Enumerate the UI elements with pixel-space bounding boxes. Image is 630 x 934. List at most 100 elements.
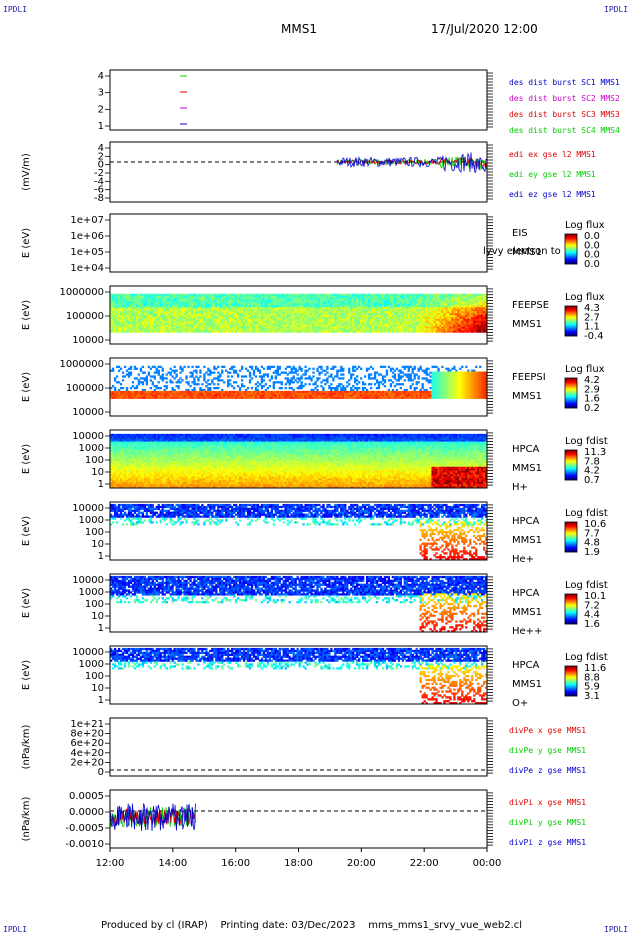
heatmap-cell <box>189 316 192 320</box>
heatmap-cell <box>183 390 186 394</box>
heatmap-cell <box>201 307 204 310</box>
heatmap-cell <box>437 316 440 320</box>
heatmap-cell <box>276 293 279 296</box>
heatmap-cell <box>350 313 353 316</box>
heatmap-cell <box>449 303 452 306</box>
heatmap-cell <box>363 318 367 322</box>
heatmap-cell <box>459 326 462 329</box>
heatmap-cell <box>449 299 452 302</box>
heatmap-cell <box>336 330 339 333</box>
heatmap-cell <box>181 313 184 316</box>
y-tick-label: 0 <box>98 160 104 171</box>
heatmap-cell <box>383 322 387 325</box>
heatmap-cell <box>262 311 266 314</box>
heatmap-cell <box>207 295 210 298</box>
heatmap-cell <box>377 299 381 302</box>
heatmap-cell <box>143 313 147 316</box>
heatmap-cell <box>111 305 115 308</box>
heatmap-cell <box>179 309 182 312</box>
heatmap-cell <box>191 307 194 310</box>
heatmap-cell <box>179 371 182 374</box>
heatmap-cell <box>272 330 275 333</box>
heatmap-cell <box>155 322 158 325</box>
heatmap-cell <box>399 303 402 306</box>
heatmap-cell <box>195 303 198 306</box>
heatmap-cell <box>352 299 355 302</box>
heatmap-cell <box>217 392 220 396</box>
heatmap-cell <box>233 326 236 329</box>
heatmap-cell <box>294 309 297 312</box>
heatmap-cell <box>179 390 182 394</box>
heatmap-cell <box>256 309 260 312</box>
heatmap-cell <box>411 303 414 306</box>
heatmap-cell <box>322 315 325 318</box>
heatmap-cell <box>421 328 424 331</box>
heatmap-cell <box>137 309 141 312</box>
heatmap-cell <box>149 322 152 325</box>
heatmap-cell <box>155 371 158 374</box>
heatmap-cell <box>153 394 156 397</box>
heatmap-cell <box>334 375 337 378</box>
heatmap-cell <box>121 293 125 296</box>
heatmap-cell <box>328 299 331 302</box>
heatmap-cell <box>340 316 343 320</box>
heatmap-cell <box>284 303 287 306</box>
heatmap-cell <box>195 369 198 372</box>
heatmap-cell <box>409 301 412 304</box>
heatmap-cell <box>356 297 359 300</box>
heatmap-cell <box>270 301 274 304</box>
heatmap-cell <box>344 320 347 324</box>
heatmap-cell <box>217 313 220 316</box>
heatmap-cell <box>129 394 133 397</box>
heatmap-cell <box>455 297 458 300</box>
heatmap-cell <box>127 371 131 374</box>
heatmap-cell <box>221 313 224 316</box>
heatmap-cell <box>276 305 279 308</box>
heatmap-cell <box>123 297 127 300</box>
colorbar-segment <box>565 314 577 316</box>
heatmap-cell <box>302 307 305 310</box>
heatmap-cell <box>143 320 147 324</box>
colorbar-segment <box>565 315 577 317</box>
heatmap-cell <box>254 365 258 368</box>
heatmap-cell <box>461 320 464 324</box>
heatmap-cell <box>231 309 234 312</box>
heatmap-cell <box>199 297 202 300</box>
heatmap-cell <box>332 387 335 390</box>
heatmap-cell <box>167 316 170 320</box>
heatmap-cell <box>467 311 470 314</box>
heatmap-cell <box>236 303 240 306</box>
heatmap-cell <box>262 305 266 308</box>
heatmap-cell <box>193 388 196 392</box>
heatmap-cell <box>455 299 458 302</box>
heatmap-cell <box>193 311 196 314</box>
heatmap-cell <box>427 330 430 333</box>
heatmap-cell <box>179 307 182 310</box>
colorbar-title: Log flux <box>565 292 605 303</box>
y-tick-label: 4 <box>98 71 104 82</box>
heatmap-cell <box>320 385 323 388</box>
heatmap-cell <box>258 303 262 306</box>
heatmap-cell <box>409 297 412 300</box>
heatmap-cell <box>123 299 127 302</box>
heatmap-cell <box>419 295 422 298</box>
heatmap-cell <box>183 311 186 314</box>
heatmap-cell <box>417 309 420 312</box>
heatmap-cell <box>405 297 408 300</box>
heatmap-cell <box>111 295 115 298</box>
heatmap-cell <box>117 315 121 318</box>
heatmap-cell <box>363 330 367 333</box>
heatmap-cell <box>481 309 484 312</box>
heatmap-cell <box>350 324 353 327</box>
heatmap-cell <box>477 316 480 320</box>
heatmap-cell <box>231 311 234 314</box>
heatmap-cell <box>250 307 254 310</box>
heatmap-cell <box>284 301 287 304</box>
heatmap-cell <box>165 394 168 397</box>
heatmap-cell <box>447 303 450 306</box>
heatmap-cell <box>163 330 166 333</box>
heatmap-cell <box>272 320 275 324</box>
heatmap-cell <box>292 301 295 304</box>
heatmap-cell <box>161 367 164 370</box>
heatmap-cell <box>117 365 121 368</box>
